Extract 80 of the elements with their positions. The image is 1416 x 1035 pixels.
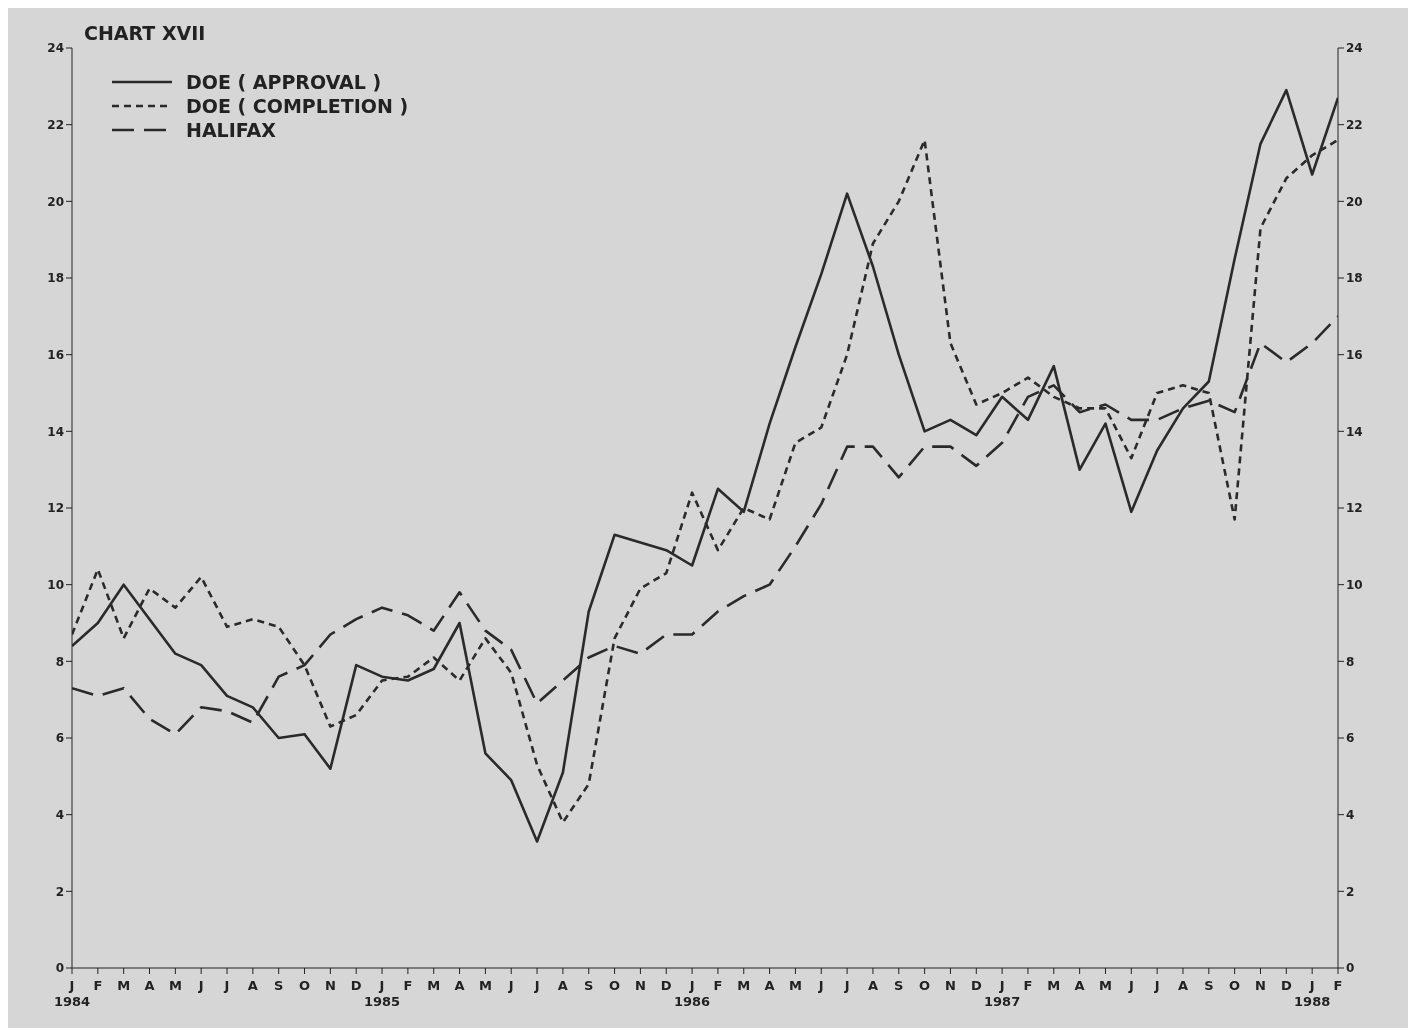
y-tick-label: 14 (47, 424, 64, 439)
x-tick-label: D (1280, 978, 1292, 993)
x-tick-label: M (737, 978, 751, 993)
x-tick-label: J 1987 (984, 978, 1021, 1009)
x-tick-label: M (788, 978, 802, 993)
y-tick-label: 24 (47, 41, 64, 56)
legend-label: DOE ( COMPLETION ) (186, 95, 409, 117)
y2-tick-label: 12 (1346, 501, 1363, 516)
y2-tick-label: 0 (1346, 961, 1355, 976)
x-tick-label: J (197, 978, 204, 993)
x-tick-label: M (117, 978, 131, 993)
x-tick-label: S (1204, 978, 1214, 993)
x-tick-label: J 1988 (1294, 978, 1331, 1009)
legend-label: DOE ( APPROVAL ) (186, 71, 382, 93)
y-tick-label: 20 (47, 194, 64, 209)
x-tick-label: J (843, 978, 850, 993)
x-tick-label: O (299, 978, 311, 993)
y2-tick-label: 20 (1346, 194, 1363, 209)
y2-tick-label: 14 (1346, 424, 1363, 439)
x-tick-label: J (817, 978, 824, 993)
x-tick-label: A (144, 978, 155, 993)
x-tick-label: J (223, 978, 230, 993)
y2-tick-label: 6 (1346, 731, 1355, 746)
y-tick-label: 2 (55, 884, 64, 899)
x-tick-label: S (584, 978, 594, 993)
x-tick-label: F (93, 978, 103, 993)
y-tick-label: 4 (55, 807, 64, 822)
y2-tick-label: 18 (1346, 271, 1363, 286)
x-tick-label: J (1127, 978, 1134, 993)
y-tick-label: 10 (47, 577, 64, 592)
x-tick-label: J (507, 978, 514, 993)
x-tick-label: F (1333, 978, 1343, 993)
x-tick-label: J (1153, 978, 1160, 993)
x-tick-label: M (1047, 978, 1061, 993)
y2-tick-label: 22 (1346, 117, 1363, 132)
y-tick-label: 16 (47, 347, 64, 362)
x-tick-label: F (403, 978, 413, 993)
x-tick-label: A (764, 978, 775, 993)
y2-tick-label: 10 (1346, 577, 1363, 592)
y-tick-label: 0 (55, 961, 64, 976)
x-tick-label: N (634, 978, 646, 993)
x-tick-label: A (1074, 978, 1085, 993)
x-tick-label: D (350, 978, 362, 993)
x-tick-label: O (609, 978, 621, 993)
y2-tick-label: 4 (1346, 807, 1355, 822)
y2-tick-label: 16 (1346, 347, 1363, 362)
chart-title: CHART XVII (84, 22, 206, 44)
x-tick-label: F (1023, 978, 1033, 993)
x-tick-label: A (557, 978, 568, 993)
x-tick-label: S (894, 978, 904, 993)
x-tick-label: J 1986 (673, 978, 711, 1009)
x-tick-label: J (533, 978, 540, 993)
x-tick-label: M (1099, 978, 1112, 993)
x-tick-label: J 1984 (53, 978, 91, 1009)
x-tick-label: A (247, 978, 258, 993)
y2-tick-label: 2 (1346, 884, 1355, 899)
x-tick-label: A (1177, 978, 1189, 993)
y2-tick-label: 8 (1346, 654, 1355, 669)
x-tick-label: M (478, 978, 492, 993)
x-tick-label: N (945, 978, 956, 993)
x-tick-label: O (1229, 978, 1241, 993)
x-tick-label: A (867, 978, 878, 993)
y-tick-label: 12 (47, 501, 64, 516)
y2-tick-label: 24 (1346, 41, 1363, 56)
legend-label: HALIFAX (186, 119, 276, 141)
x-tick-label: A (454, 978, 465, 993)
y-tick-label: 8 (55, 654, 64, 669)
x-tick-label: O (919, 978, 931, 993)
x-tick-label: N (324, 978, 336, 993)
y-tick-label: 18 (47, 271, 64, 286)
x-tick-label: M (168, 978, 182, 993)
y-tick-label: 6 (55, 731, 64, 746)
x-tick-label: S (274, 978, 284, 993)
x-tick-label: D (970, 978, 982, 993)
x-tick-label: N (1255, 978, 1266, 993)
y-tick-label: 22 (47, 117, 64, 132)
x-tick-label: F (713, 978, 723, 993)
x-tick-label: D (660, 978, 672, 993)
x-tick-label: J 1985 (363, 978, 401, 1009)
x-tick-label: M (427, 978, 441, 993)
